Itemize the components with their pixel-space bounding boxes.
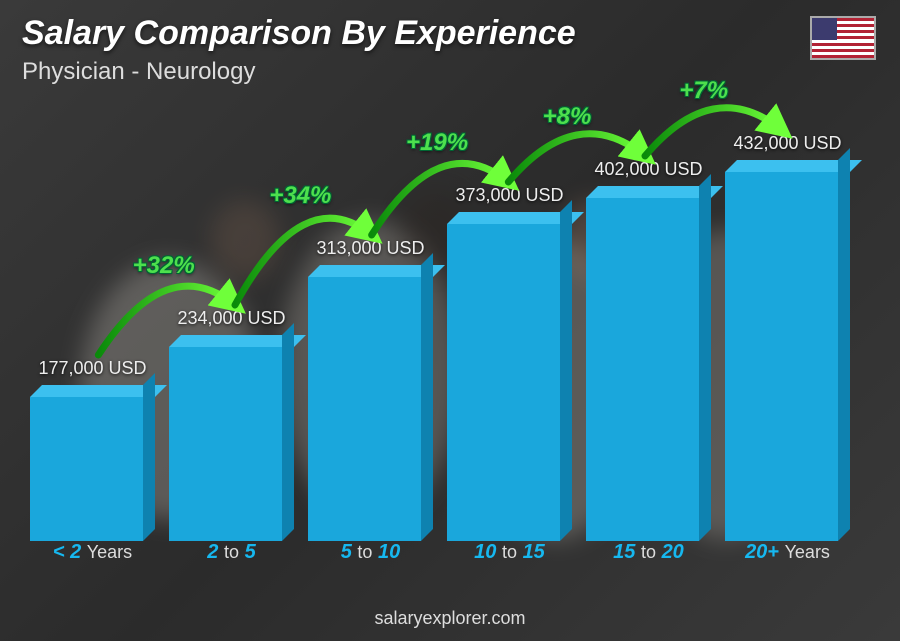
category-label: 15 to 20	[586, 541, 711, 571]
bar-shape	[447, 212, 572, 541]
bar-value-label: 373,000 USD	[455, 185, 563, 206]
page-title: Salary Comparison By Experience	[22, 14, 576, 53]
flag-us	[810, 16, 876, 60]
bar-value-label: 432,000 USD	[733, 133, 841, 154]
bar-value-label: 313,000 USD	[316, 238, 424, 259]
bar-3: 373,000 USD	[447, 185, 572, 541]
salary-chart: 177,000 USD 234,000 USD 313,000 USD 373,000…	[30, 100, 850, 571]
bar-value-label: 177,000 USD	[38, 358, 146, 379]
bar-shape	[169, 335, 294, 541]
bar-shape	[308, 265, 433, 541]
chart-canvas: Salary Comparison By Experience Physicia…	[0, 0, 900, 641]
bar-4: 402,000 USD	[586, 159, 711, 541]
bar-2: 313,000 USD	[308, 238, 433, 541]
page-subtitle: Physician - Neurology	[22, 58, 255, 86]
bar-shape	[586, 186, 711, 541]
bar-1: 234,000 USD	[169, 308, 294, 541]
footer-brand: salaryexplorer.com	[0, 608, 900, 629]
bar-shape	[30, 385, 155, 541]
bar-0: 177,000 USD	[30, 358, 155, 541]
category-label: < 2 Years	[30, 541, 155, 571]
category-label: 10 to 15	[447, 541, 572, 571]
bar-value-label: 234,000 USD	[177, 308, 285, 329]
category-label: 20+ Years	[725, 541, 850, 571]
bar-5: 432,000 USD	[725, 133, 850, 541]
category-label: 5 to 10	[308, 541, 433, 571]
bar-value-label: 402,000 USD	[594, 159, 702, 180]
bar-shape	[725, 160, 850, 541]
category-label: 2 to 5	[169, 541, 294, 571]
